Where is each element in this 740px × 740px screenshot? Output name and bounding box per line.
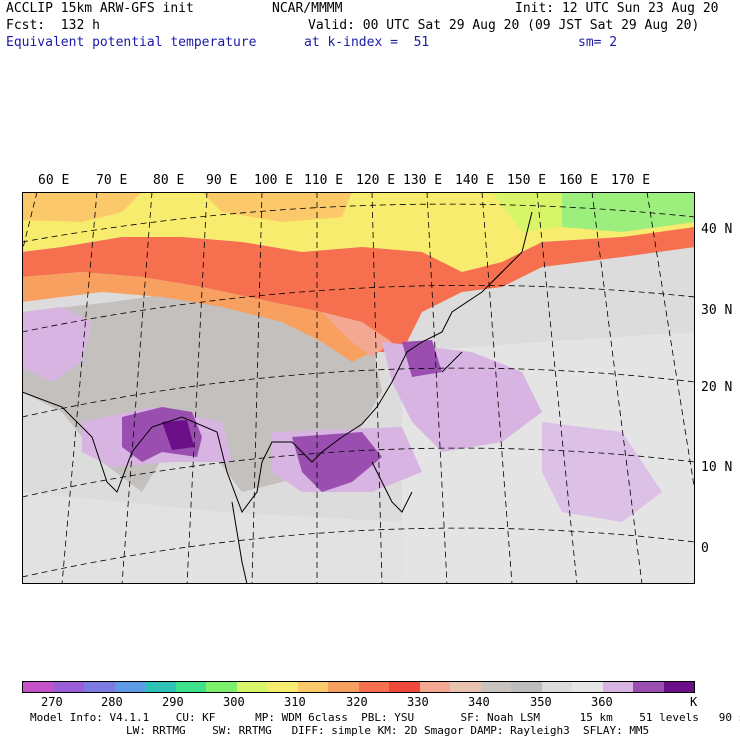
model-info-line1: Model Info: V4.1.1 CU: KF MP: WDM 6class…	[30, 711, 740, 724]
level-index: at k-index = 51	[304, 35, 430, 50]
graticule	[22, 192, 695, 584]
colorbar-swatch	[236, 682, 267, 692]
lon-label: 80 E	[153, 173, 185, 188]
forecast-hour: Fcst: 132 h	[6, 18, 100, 33]
warm-moist-band	[22, 227, 695, 352]
colorbar-tick: 330	[407, 695, 429, 709]
colorbar-tick: 320	[346, 695, 368, 709]
init-time: Init: 12 UTC Sun 23 Aug 20	[515, 1, 719, 16]
colorbar-swatch	[358, 682, 389, 692]
model-title: ACCLIP 15km ARW-GFS init	[6, 1, 194, 16]
colorbar-swatch	[633, 682, 664, 692]
colorbar-tick: 280	[101, 695, 123, 709]
ocean-field-south	[22, 492, 402, 584]
colorbar-swatch	[267, 682, 298, 692]
smoothing-label: sm= 2	[578, 35, 618, 50]
colorbar-swatch	[389, 682, 420, 692]
colorbar-swatch	[114, 682, 145, 692]
colorbar-tick: 350	[530, 695, 552, 709]
colorbar-swatch	[328, 682, 359, 692]
colorbar-swatch	[480, 682, 511, 692]
lightgreen-region	[492, 192, 562, 232]
colorbar-tick: 290	[162, 695, 184, 709]
colorbar-swatch	[572, 682, 603, 692]
green-region	[562, 192, 695, 232]
colorbar-swatch	[419, 682, 450, 692]
lon-label: 130 E	[403, 173, 443, 188]
lon-label: 160 E	[559, 173, 599, 188]
lon-label: 70 E	[96, 173, 128, 188]
field-name: Equivalent potential temperature	[6, 35, 257, 50]
model-info-line2: LW: RRTMG SW: RRTMG DIFF: simple KM: 2D …	[126, 724, 650, 737]
colorbar-swatch	[206, 682, 237, 692]
lavender-region	[22, 307, 92, 382]
colorbar-swatch	[53, 682, 84, 692]
lon-label: 150 E	[507, 173, 547, 188]
orange-region-2	[202, 192, 352, 222]
colorbar-tick: 300	[223, 695, 245, 709]
lat-label: 20 N	[701, 380, 733, 395]
colorbar-tick: 340	[468, 695, 490, 709]
equivalent-potential-temperature-map	[22, 192, 695, 584]
colorbar-swatch	[23, 682, 54, 692]
salmon-region	[322, 312, 392, 357]
lon-label: 110 E	[304, 173, 344, 188]
lon-label: 120 E	[356, 173, 396, 188]
valid-time: Valid: 00 UTC Sat 29 Aug 20 (09 JST Sat …	[308, 18, 700, 33]
colorbar-unit: K	[690, 695, 698, 709]
orange-transition	[22, 272, 372, 362]
colorbar-swatch	[602, 682, 633, 692]
colorbar-swatch	[175, 682, 206, 692]
colorbar-tick: 270	[41, 695, 63, 709]
colorbar	[22, 681, 695, 693]
lon-label: 140 E	[455, 173, 495, 188]
lon-label: 60 E	[38, 173, 70, 188]
lon-label: 170 E	[611, 173, 651, 188]
organization-label: NCAR/MMMM	[272, 1, 343, 16]
coastlines	[22, 211, 533, 584]
colorbar-swatch	[541, 682, 572, 692]
lat-label: 0	[701, 541, 709, 556]
lon-label: 90 E	[206, 173, 238, 188]
colorbar-swatch	[511, 682, 542, 692]
orange-region	[22, 192, 142, 222]
lat-label: 10 N	[701, 460, 733, 475]
colorbar-swatch	[663, 682, 694, 692]
lat-label: 30 N	[701, 303, 733, 318]
lon-label: 100 E	[254, 173, 294, 188]
colorbar-swatch	[297, 682, 328, 692]
colorbar-swatch	[145, 682, 176, 692]
map-canvas	[22, 192, 695, 584]
colorbar-swatch	[84, 682, 115, 692]
lavender-region-5	[542, 422, 662, 522]
colorbar-tick: 360	[591, 695, 613, 709]
convection-core-south-china-sea	[292, 432, 382, 492]
map-frame	[22, 192, 695, 584]
colorbar-tick: 310	[284, 695, 306, 709]
lat-label: 40 N	[701, 222, 733, 237]
colorbar-swatch	[450, 682, 481, 692]
convection-core-inner	[162, 420, 194, 450]
